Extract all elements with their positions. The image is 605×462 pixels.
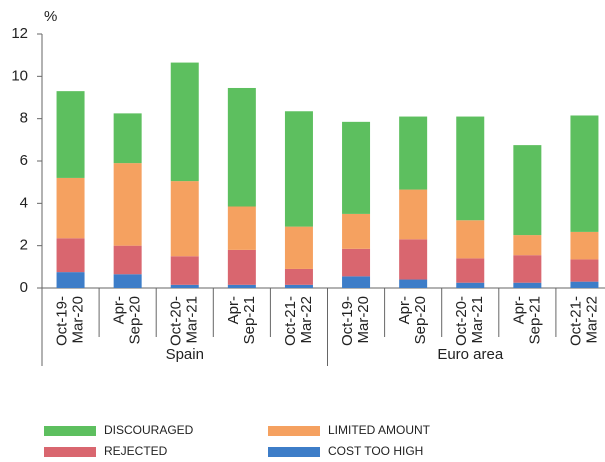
legend-label: DISCOURAGED xyxy=(104,423,194,437)
bar-segment xyxy=(284,268,313,285)
bar-segment xyxy=(113,113,142,164)
y-tick-label: 8 xyxy=(20,110,28,127)
bar-segment xyxy=(113,274,142,288)
y-axis-label: % xyxy=(44,8,57,25)
bar-segment xyxy=(342,248,371,277)
x-tick-label: Mar-22 xyxy=(298,296,315,344)
bar-segment xyxy=(56,177,85,239)
legend-swatch xyxy=(268,426,320,436)
bar-segment xyxy=(342,276,371,288)
bar-segment xyxy=(570,231,599,260)
bar-segment xyxy=(456,258,485,283)
x-tick-label: Mar-20 xyxy=(355,296,372,344)
bar-segment xyxy=(227,87,256,207)
bar-segment xyxy=(170,256,199,285)
bar-segment xyxy=(170,62,199,182)
bar-segment xyxy=(227,206,256,250)
bar-segment xyxy=(513,282,542,288)
x-tick-label: Sep-20 xyxy=(412,296,429,344)
x-tick-label: Apr- xyxy=(396,296,413,324)
x-tick-label: Sep-21 xyxy=(526,296,543,344)
bar-segment xyxy=(342,121,371,214)
y-tick-label: 0 xyxy=(20,279,28,296)
bar-segment xyxy=(284,284,313,288)
x-tick-label: Oct-19- xyxy=(54,296,71,346)
x-tick-label: Mar-20 xyxy=(70,296,87,344)
bar-segment xyxy=(342,213,371,249)
bar-segment xyxy=(56,272,85,288)
bar-segment xyxy=(456,116,485,221)
bar-segment xyxy=(513,145,542,236)
bar-segment xyxy=(113,245,142,275)
x-tick-label: Sep-21 xyxy=(241,296,258,344)
bar-segment xyxy=(399,116,428,190)
y-tick-label: 10 xyxy=(11,67,28,84)
bar-segment xyxy=(170,181,199,257)
x-tick-label: Oct-19- xyxy=(339,296,356,346)
bar-segment xyxy=(456,220,485,259)
x-tick-label: Sep-20 xyxy=(127,296,144,344)
legend-swatch xyxy=(44,447,96,457)
bar-segment xyxy=(56,91,85,178)
bar-segment xyxy=(570,281,599,288)
bar-segment xyxy=(570,259,599,282)
bar-segment xyxy=(399,189,428,240)
x-tick-label: Mar-22 xyxy=(583,296,600,344)
group-label: Spain xyxy=(166,346,204,363)
bar-segment xyxy=(170,284,199,288)
bar-segment xyxy=(284,111,313,227)
bar-segment xyxy=(56,238,85,273)
group-label: Euro area xyxy=(437,346,504,363)
x-tick-label: Mar-21 xyxy=(184,296,201,344)
y-tick-label: 4 xyxy=(20,194,28,211)
bar-segment xyxy=(284,226,313,269)
x-tick-label: Oct-21- xyxy=(282,296,299,346)
x-tick-label: Apr- xyxy=(111,296,128,324)
y-tick-label: 2 xyxy=(20,237,28,254)
bar-segment xyxy=(113,163,142,246)
bar-segment xyxy=(513,255,542,283)
x-tick-label: Mar-21 xyxy=(469,296,486,344)
y-tick-label: 12 xyxy=(11,25,28,42)
x-tick-label: Oct-20- xyxy=(168,296,185,346)
bar-segment xyxy=(456,282,485,288)
bar-segment xyxy=(227,284,256,288)
legend-label: REJECTED xyxy=(104,444,168,458)
bar-segment xyxy=(513,235,542,256)
bar-segment xyxy=(570,115,599,232)
x-tick-label: Apr- xyxy=(510,296,527,324)
bar-segment xyxy=(227,249,256,285)
legend-label: COST TOO HIGH xyxy=(328,444,423,458)
x-tick-label: Apr- xyxy=(225,296,242,324)
bar-segment xyxy=(399,279,428,288)
x-tick-label: Oct-20- xyxy=(453,296,470,346)
x-tick-label: Oct-21- xyxy=(567,296,584,346)
y-tick-label: 6 xyxy=(20,152,28,169)
legend-label: LIMITED AMOUNT xyxy=(328,423,431,437)
legend-swatch xyxy=(44,426,96,436)
bar-segment xyxy=(399,239,428,280)
legend-swatch xyxy=(268,447,320,457)
